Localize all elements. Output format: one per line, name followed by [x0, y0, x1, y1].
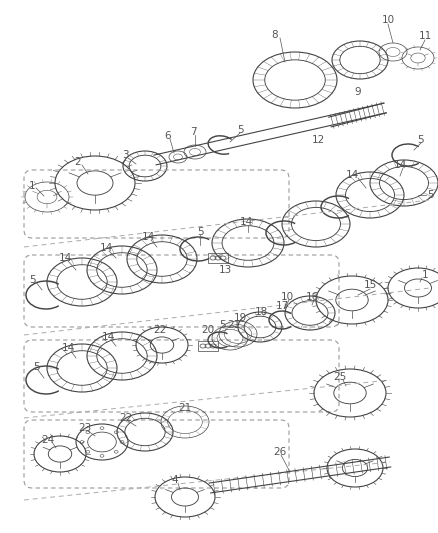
Text: 5: 5 — [28, 275, 35, 285]
Text: 22: 22 — [153, 325, 166, 335]
Text: 11: 11 — [418, 31, 431, 41]
Text: 17: 17 — [276, 301, 289, 311]
Text: 3: 3 — [122, 150, 128, 160]
Text: 15: 15 — [364, 280, 377, 290]
Bar — [208, 253, 228, 263]
Text: 22: 22 — [120, 413, 133, 423]
Text: 5: 5 — [219, 320, 225, 330]
Text: 8: 8 — [272, 30, 278, 40]
Text: 18: 18 — [254, 307, 268, 317]
Text: 5: 5 — [197, 227, 203, 237]
Text: 2: 2 — [75, 157, 81, 167]
Text: 9: 9 — [355, 87, 361, 97]
Text: 16: 16 — [305, 292, 318, 302]
Text: 25: 25 — [333, 372, 346, 382]
Text: 13: 13 — [219, 265, 232, 275]
Text: 5: 5 — [33, 362, 39, 372]
Text: 26: 26 — [273, 447, 286, 457]
Text: 10: 10 — [280, 292, 293, 302]
Text: 1: 1 — [422, 270, 428, 280]
Text: 14: 14 — [346, 170, 359, 180]
Text: 14: 14 — [58, 253, 72, 263]
Bar — [198, 341, 218, 351]
Text: 14: 14 — [393, 160, 406, 170]
Text: 1: 1 — [28, 181, 35, 191]
Text: 14: 14 — [61, 343, 74, 353]
Text: 4: 4 — [172, 475, 178, 485]
Text: 7: 7 — [190, 127, 196, 137]
Text: 23: 23 — [78, 423, 92, 433]
Text: 24: 24 — [41, 435, 55, 445]
Text: 21: 21 — [227, 320, 240, 330]
Text: 6: 6 — [165, 131, 171, 141]
Text: 21: 21 — [178, 403, 192, 413]
Text: 5: 5 — [418, 135, 424, 145]
Text: 5: 5 — [427, 190, 433, 200]
Text: 12: 12 — [311, 135, 325, 145]
Text: 14: 14 — [240, 217, 253, 227]
Text: 20: 20 — [201, 325, 215, 335]
Text: 14: 14 — [99, 243, 113, 253]
Text: 5: 5 — [237, 125, 244, 135]
Text: 14: 14 — [141, 232, 155, 242]
Text: 19: 19 — [233, 313, 247, 323]
Text: 10: 10 — [381, 15, 395, 25]
Text: 14: 14 — [101, 332, 115, 342]
